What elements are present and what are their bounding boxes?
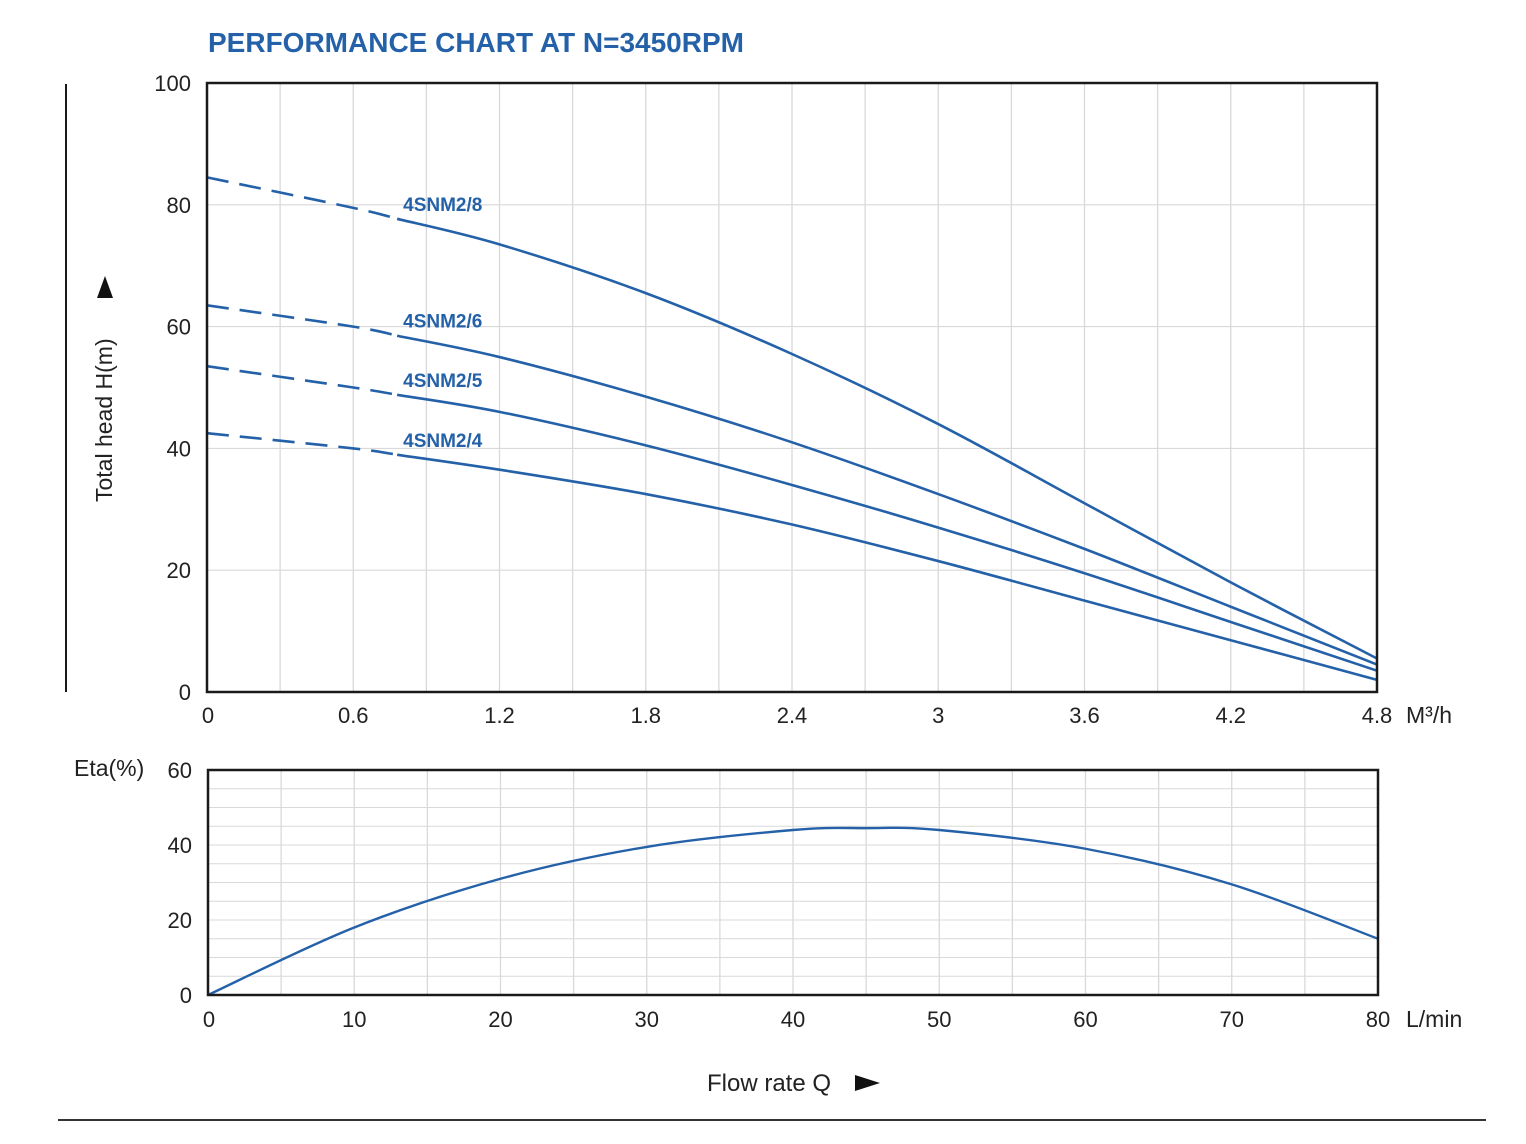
efficiency-curve [207, 826, 1379, 997]
x-tick-label: 0 [202, 703, 214, 728]
y-tick-label: 0 [179, 680, 191, 705]
head-curve [396, 453, 1378, 682]
y-tick-label: 60 [167, 315, 191, 340]
y-tick-label: 60 [168, 758, 192, 783]
eta-chart-ticks: 0 10 20 30 40 50 60 70 80 0 20 40 60 [168, 758, 1391, 1032]
series-label: 4SNM2/5 [403, 371, 483, 392]
x-tick-label: 60 [1073, 1007, 1097, 1032]
x-tick-label: 40 [781, 1007, 805, 1032]
head-curve-dashed [206, 364, 398, 397]
eta-chart-x-unit: L/min [1406, 1006, 1462, 1032]
right-arrow-icon [855, 1075, 880, 1091]
head-chart-x-unit: M³/h [1406, 702, 1452, 728]
x-tick-label: 4.8 [1362, 703, 1393, 728]
head-curve [396, 334, 1378, 666]
x-tick-label: 1.2 [484, 703, 515, 728]
flow-rate-label: Flow rate Q [707, 1070, 831, 1097]
x-tick-label: 2.4 [777, 703, 808, 728]
head-chart-ticks: 0 0.6 1.2 1.8 2.4 3 3.6 4.2 4.8 0 20 40 60 80 100 [154, 71, 1392, 728]
head-curve-dashed [206, 176, 398, 221]
x-tick-label: 50 [927, 1007, 951, 1032]
chart-title: PERFORMANCE CHART AT N=3450RPM [208, 27, 744, 58]
head-chart-grid [207, 83, 1377, 692]
head-chart-y-label: Total head H(m) [91, 338, 117, 502]
y-tick-label: 20 [167, 558, 191, 583]
x-tick-label: 10 [342, 1007, 366, 1032]
eta-chart-y-label: Eta(%) [74, 755, 144, 781]
x-tick-label: 30 [635, 1007, 659, 1032]
head-chart-curves [206, 176, 1378, 682]
series-label: 4SNM2/4 [403, 431, 483, 452]
head-curve-dashed [206, 303, 398, 338]
y-tick-label: 0 [180, 983, 192, 1008]
x-tick-label: 3.6 [1069, 703, 1100, 728]
x-tick-label: 1.8 [630, 703, 661, 728]
x-tick-label: 70 [1220, 1007, 1244, 1032]
eta-chart-grid [208, 770, 1378, 995]
eta-chart-frame [206, 768, 1380, 997]
x-tick-label: 3 [932, 703, 944, 728]
x-tick-label: 0.6 [338, 703, 369, 728]
y-tick-label: 20 [168, 908, 192, 933]
up-arrow-icon [97, 276, 113, 298]
series-label: 4SNM2/8 [403, 195, 482, 216]
eta-chart-curves [207, 826, 1379, 997]
head-chart-frame [205, 81, 1379, 694]
y-tick-label: 40 [168, 833, 192, 858]
head-chart-series-labels: 4SNM2/8 4SNM2/6 4SNM2/5 4SNM2/4 [403, 195, 483, 452]
x-tick-label: 4.2 [1215, 703, 1246, 728]
x-tick-label: 20 [488, 1007, 512, 1032]
series-label: 4SNM2/6 [403, 312, 482, 333]
head-curve-dashed [206, 431, 398, 457]
y-tick-label: 40 [167, 436, 191, 461]
x-tick-label: 80 [1366, 1007, 1390, 1032]
x-tick-label: 0 [203, 1007, 215, 1032]
y-tick-label: 100 [154, 71, 191, 96]
head-curve [396, 217, 1378, 660]
head-curve [396, 393, 1378, 672]
y-tick-label: 80 [167, 193, 191, 218]
